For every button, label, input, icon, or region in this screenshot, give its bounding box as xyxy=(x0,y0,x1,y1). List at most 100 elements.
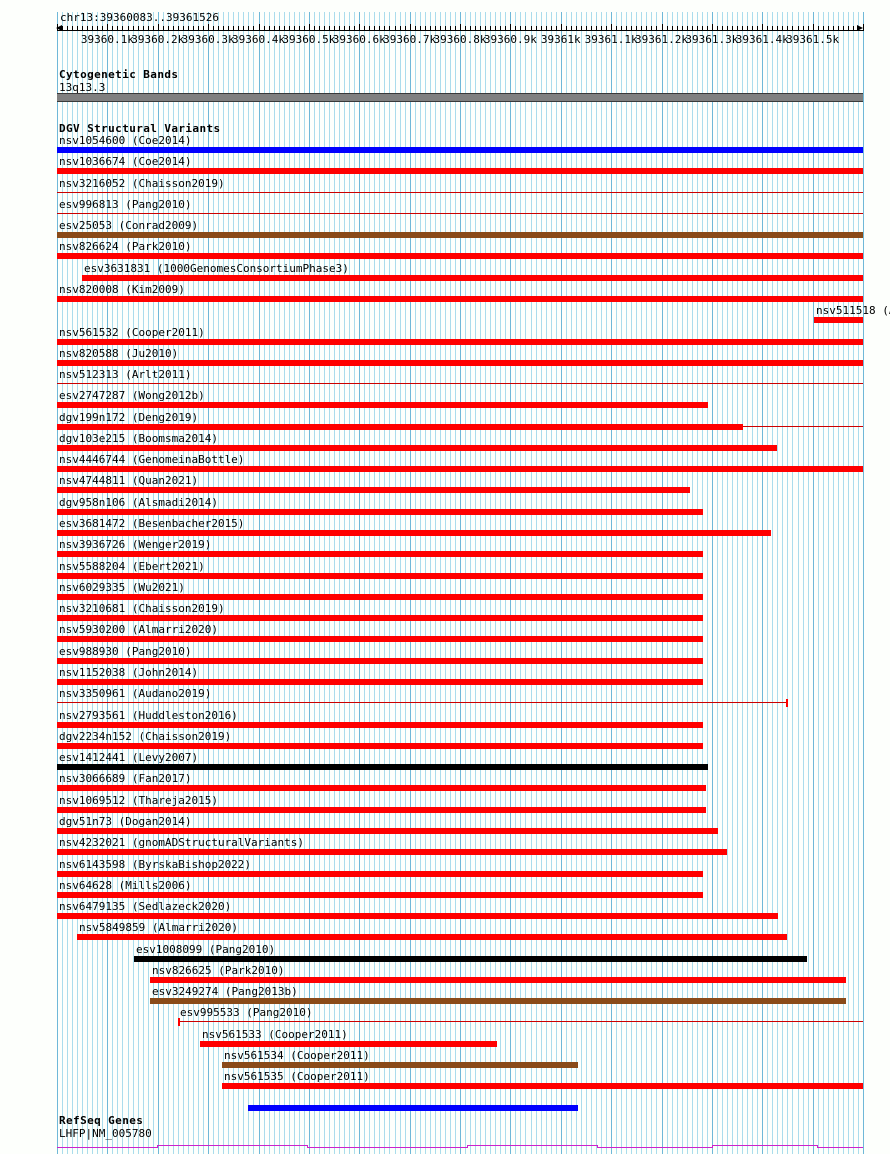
variant-bar[interactable] xyxy=(57,593,703,600)
variant-bar[interactable] xyxy=(57,742,703,749)
variant-row[interactable]: nsv6479135 (Sedlazeck2020) xyxy=(0,900,890,921)
variant-row[interactable]: nsv4232021 (gnomADStructuralVariants) xyxy=(0,836,890,857)
variant-row[interactable]: nsv4446744 (GenomeinaBottle) xyxy=(0,453,890,474)
variant-row[interactable]: nsv2793561 (Huddleston2016) xyxy=(0,709,890,730)
variant-bar[interactable] xyxy=(57,423,743,430)
variant-row[interactable]: esv3249274 (Pang2013b) xyxy=(0,985,890,1006)
variant-bar[interactable] xyxy=(57,721,703,728)
gene-segment[interactable] xyxy=(467,1145,597,1146)
variant-bar[interactable] xyxy=(57,636,703,643)
variant-row[interactable]: dgv2234n152 (Chaisson2019) xyxy=(0,730,890,751)
variant-row[interactable]: esv995533 (Pang2010) xyxy=(0,1006,890,1027)
variant-bar[interactable] xyxy=(57,402,708,409)
variant-bar[interactable] xyxy=(57,168,863,175)
gene-segment[interactable] xyxy=(57,1147,157,1148)
variant-bar[interactable] xyxy=(150,998,846,1005)
variant-row[interactable]: dgv958n106 (Alsmadi2014) xyxy=(0,496,890,517)
variant-bar[interactable] xyxy=(57,487,690,494)
variant-row[interactable]: nsv561532 (Cooper2011) xyxy=(0,326,890,347)
gene-segment[interactable] xyxy=(817,1147,863,1148)
variant-row[interactable]: nsv561533 (Cooper2011) xyxy=(0,1028,890,1049)
variant-bar[interactable] xyxy=(57,827,718,834)
gene-segment[interactable] xyxy=(712,1145,817,1146)
variant-bar[interactable] xyxy=(57,572,703,579)
variant-connector-line[interactable] xyxy=(180,1021,863,1023)
variant-bar[interactable] xyxy=(57,359,863,366)
variant-row[interactable]: esv25053 (Conrad2009) xyxy=(0,219,890,240)
variant-row[interactable]: esv1412441 (Levy2007) xyxy=(0,751,890,772)
variant-bar[interactable] xyxy=(57,444,777,451)
variant-row[interactable]: nsv512313 (Arlt2011) xyxy=(0,368,890,389)
variant-bar[interactable] xyxy=(57,615,703,622)
variant-row[interactable]: esv2747287 (Wong2012b) xyxy=(0,389,890,410)
variant-row[interactable]: nsv826625 (Park2010) xyxy=(0,964,890,985)
variant-bar[interactable] xyxy=(57,232,863,239)
variant-row[interactable]: dgv199n172 (Deng2019) xyxy=(0,411,890,432)
variant-bar[interactable] xyxy=(57,806,706,813)
variant-end-tick[interactable] xyxy=(786,699,788,708)
variant-bar[interactable] xyxy=(200,1040,497,1047)
cytoband-bar[interactable] xyxy=(57,93,863,102)
variant-bar[interactable] xyxy=(82,274,863,281)
variant-bar[interactable] xyxy=(57,508,703,515)
variant-row[interactable]: esv988930 (Pang2010) xyxy=(0,645,890,666)
variant-bar[interactable] xyxy=(222,1083,863,1090)
variant-bar[interactable] xyxy=(57,679,703,685)
variant-row[interactable]: nsv1152038 (John2014) xyxy=(0,666,890,687)
variant-row[interactable]: nsv3936726 (Wenger2019) xyxy=(0,538,890,559)
variant-row[interactable]: esv3631831 (1000GenomesConsortiumPhase3) xyxy=(0,262,890,283)
variant-connector-line[interactable] xyxy=(57,383,863,385)
variant-row[interactable]: nsv5930200 (Almarri2020) xyxy=(0,623,890,644)
variant-bar[interactable] xyxy=(57,764,708,771)
variant-row[interactable]: nsv826624 (Park2010) xyxy=(0,240,890,261)
variant-bar[interactable] xyxy=(57,530,771,537)
variant-bar[interactable] xyxy=(134,955,807,962)
variant-row[interactable]: nsv3210681 (Chaisson2019) xyxy=(0,602,890,623)
variant-row[interactable]: nsv4744811 (Quan2021) xyxy=(0,474,890,495)
variant-bar[interactable] xyxy=(57,849,727,856)
variant-bar[interactable] xyxy=(57,253,863,260)
variant-bar[interactable] xyxy=(248,1104,578,1111)
variant-bar[interactable] xyxy=(57,551,703,558)
variant-row[interactable]: nsv6029335 (Wu2021) xyxy=(0,581,890,602)
variant-bar[interactable] xyxy=(57,338,863,345)
variant-row[interactable]: esv1008099 (Pang2010) xyxy=(0,943,890,964)
variant-bar[interactable] xyxy=(57,295,863,302)
variant-row[interactable]: nsv820588 (Ju2010) xyxy=(0,347,890,368)
variant-row[interactable]: nsv3350961 (Audano2019) xyxy=(0,687,890,708)
variant-connector-line[interactable] xyxy=(57,702,787,704)
variant-row[interactable]: nsv3216052 (Chaisson2019) xyxy=(0,177,890,198)
variant-bar[interactable] xyxy=(77,934,787,941)
variant-row[interactable]: nsv511518 (Arlt2011) xyxy=(0,304,890,325)
variant-bar[interactable] xyxy=(57,913,778,920)
variant-bar[interactable] xyxy=(814,317,863,324)
variant-bar[interactable] xyxy=(57,891,703,898)
variant-trailing-line[interactable] xyxy=(743,425,863,427)
variant-row[interactable]: esv3681472 (Besenbacher2015) xyxy=(0,517,890,538)
variant-row[interactable]: nsv64628 (Mills2006) xyxy=(0,879,890,900)
variant-start-tick[interactable] xyxy=(178,1018,180,1027)
variant-row[interactable]: nsv3066689 (Fan2017) xyxy=(0,772,890,793)
variant-row[interactable]: esv996813 (Pang2010) xyxy=(0,198,890,219)
variant-row[interactable]: nsv1036674 (Coe2014) xyxy=(0,155,890,176)
variant-row[interactable]: dgv51n73 (Dogan2014) xyxy=(0,815,890,836)
variant-row[interactable]: nsv1054600 (Coe2014) xyxy=(0,134,890,155)
variant-bar[interactable] xyxy=(150,976,846,983)
gene-segment[interactable] xyxy=(597,1147,712,1148)
variant-row[interactable]: nsv820008 (Kim2009) xyxy=(0,283,890,304)
variant-row[interactable]: nsv5849859 (Almarri2020) xyxy=(0,921,890,942)
variant-bar[interactable] xyxy=(222,1062,578,1069)
variant-row[interactable]: nsv5588204 (Ebert2021) xyxy=(0,560,890,581)
variant-bar[interactable] xyxy=(57,466,863,473)
variant-row[interactable]: dgv103e215 (Boomsma2014) xyxy=(0,432,890,453)
variant-bar[interactable] xyxy=(57,870,703,877)
variant-row[interactable]: nsv561534 (Cooper2011) xyxy=(0,1049,890,1070)
variant-row[interactable]: nsv561535 (Cooper2011) xyxy=(0,1070,890,1091)
gene-segment[interactable] xyxy=(307,1147,467,1148)
variant-row[interactable] xyxy=(0,1092,890,1113)
variant-row[interactable]: nsv1069512 (Thareja2015) xyxy=(0,794,890,815)
variant-bar[interactable] xyxy=(57,657,703,664)
variant-row[interactable]: nsv6143598 (ByrskaBishop2022) xyxy=(0,858,890,879)
variant-bar[interactable] xyxy=(57,785,706,792)
gene-segment[interactable] xyxy=(157,1145,307,1146)
